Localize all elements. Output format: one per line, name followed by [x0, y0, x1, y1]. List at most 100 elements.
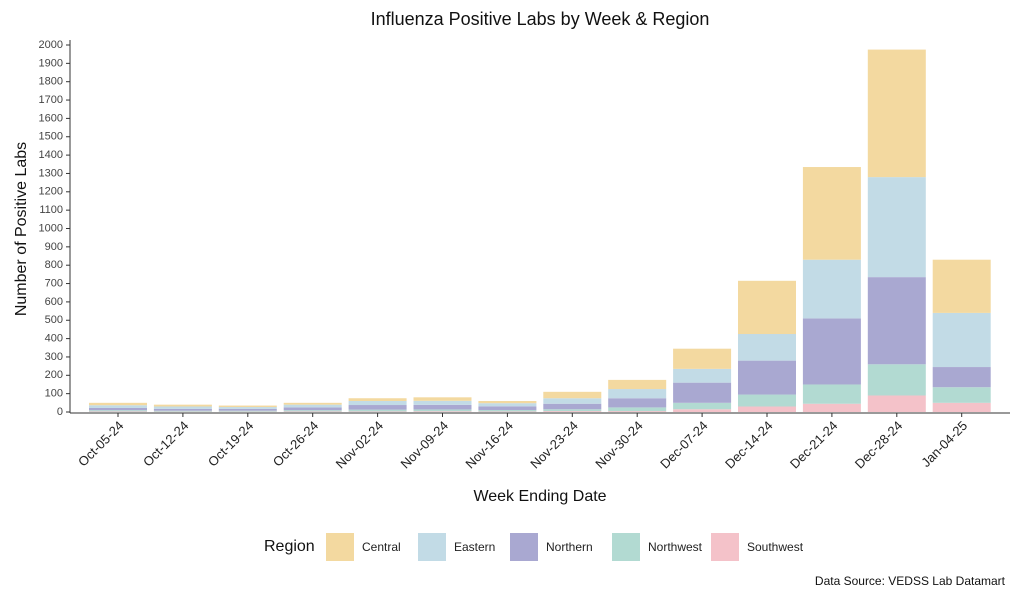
legend-title: Region [264, 538, 315, 555]
bar-segment [802, 318, 861, 385]
bar-segment [673, 348, 732, 369]
y-tick-label: 1200 [39, 186, 63, 198]
bar-segment [89, 402, 147, 406]
bar-segment [413, 411, 472, 412]
bar-segment [867, 364, 926, 396]
bar-segment [478, 409, 537, 412]
bar-segment [283, 407, 342, 411]
bar-segment [738, 360, 796, 395]
bar-segment [283, 411, 342, 412]
y-tick-label: 800 [45, 259, 63, 271]
source-note: Data Source: VEDSS Lab Datamart [815, 574, 1006, 588]
bar-segment [673, 409, 732, 412]
bar-segment [478, 400, 537, 404]
bar-segment [867, 395, 926, 412]
y-tick-label: 400 [45, 333, 63, 345]
bar-segment [413, 400, 472, 405]
bar-segment [867, 49, 926, 178]
bar-segment [608, 407, 667, 412]
bar-segment [348, 398, 407, 401]
bar-segment [608, 389, 667, 399]
bar-segment [543, 409, 602, 412]
legend-key [612, 533, 640, 561]
bar-segment [153, 406, 212, 409]
legend-key [711, 533, 739, 561]
bar-segment [283, 404, 342, 408]
bar-segment [89, 407, 147, 411]
bar-segment [738, 406, 796, 412]
bar-segment [608, 379, 667, 390]
bar-segment [673, 402, 732, 410]
x-tick-label: Dec-07-24 [657, 418, 711, 472]
bar-segment [283, 402, 342, 405]
bar-segment [153, 404, 212, 407]
bar-segment [543, 398, 602, 404]
legend-label: Eastern [454, 540, 495, 554]
y-tick-label: 700 [45, 277, 63, 289]
bar-segment [348, 400, 407, 406]
legend-key [326, 533, 354, 561]
bar-segment [608, 398, 667, 408]
bar-segment [218, 410, 277, 412]
y-tick-label: 1500 [39, 131, 63, 143]
bar-segment [218, 408, 277, 411]
bar-segment [153, 410, 212, 412]
bar-segment [802, 167, 861, 260]
legend-label: Southwest [747, 540, 804, 554]
legend-label: Northern [546, 540, 593, 554]
bar-segment [348, 409, 407, 412]
bar-segment [478, 406, 537, 410]
bar-segment [932, 367, 991, 388]
bar-segment [218, 405, 277, 408]
x-tick-label: Oct-12-24 [140, 418, 191, 469]
y-tick-label: 500 [45, 314, 63, 326]
x-tick-label: Dec-21-24 [787, 418, 841, 472]
bar-segment [802, 259, 861, 319]
y-tick-label: 1300 [39, 167, 63, 179]
y-tick-label: 1900 [39, 57, 63, 69]
y-tick-label: 200 [45, 369, 63, 381]
bar-segment [932, 387, 991, 403]
bar-segment [738, 334, 796, 361]
bar-segment [89, 410, 147, 412]
bar-segment [608, 411, 667, 412]
y-tick-label: 1800 [39, 76, 63, 88]
x-axis-title: Week Ending Date [473, 488, 606, 505]
y-tick-label: 1700 [39, 94, 63, 106]
y-tick-label: 1100 [39, 204, 63, 216]
legend-key [418, 533, 446, 561]
x-tick-label: Nov-23-24 [527, 418, 581, 472]
x-tick-label: Nov-09-24 [398, 418, 452, 472]
bar-segment [738, 280, 796, 335]
bar-segment [543, 403, 602, 410]
y-axis-title: Number of Positive Labs [13, 142, 30, 316]
bar-segment [413, 397, 472, 401]
y-tick-label: 100 [45, 388, 63, 400]
y-tick-label: 1600 [39, 112, 63, 124]
y-tick-label: 900 [45, 241, 63, 253]
bar-segment [89, 411, 147, 412]
bar-segment [932, 259, 991, 313]
bar-segment [867, 277, 926, 365]
bar-segment [673, 368, 732, 383]
bar-segment [543, 391, 602, 399]
bar-segment [218, 407, 277, 409]
bar-segment [673, 382, 732, 403]
bar-segment [478, 411, 537, 412]
y-tick-label: 2000 [39, 39, 63, 51]
x-tick-label: Oct-05-24 [75, 418, 126, 469]
bar-segment [738, 394, 796, 407]
bar-segment [932, 402, 991, 412]
x-tick-label: Nov-30-24 [592, 418, 646, 472]
legend-key [510, 533, 538, 561]
x-tick-label: Oct-19-24 [205, 418, 256, 469]
bar-segment [543, 411, 602, 412]
bar-segment [802, 403, 861, 412]
legend-label: Central [362, 540, 401, 554]
x-tick-label: Jan-04-25 [918, 418, 970, 470]
y-tick-label: 1400 [39, 149, 63, 161]
x-tick-label: Dec-14-24 [722, 418, 776, 472]
legend-label: Northwest [648, 540, 703, 554]
bar-segment [932, 312, 991, 368]
